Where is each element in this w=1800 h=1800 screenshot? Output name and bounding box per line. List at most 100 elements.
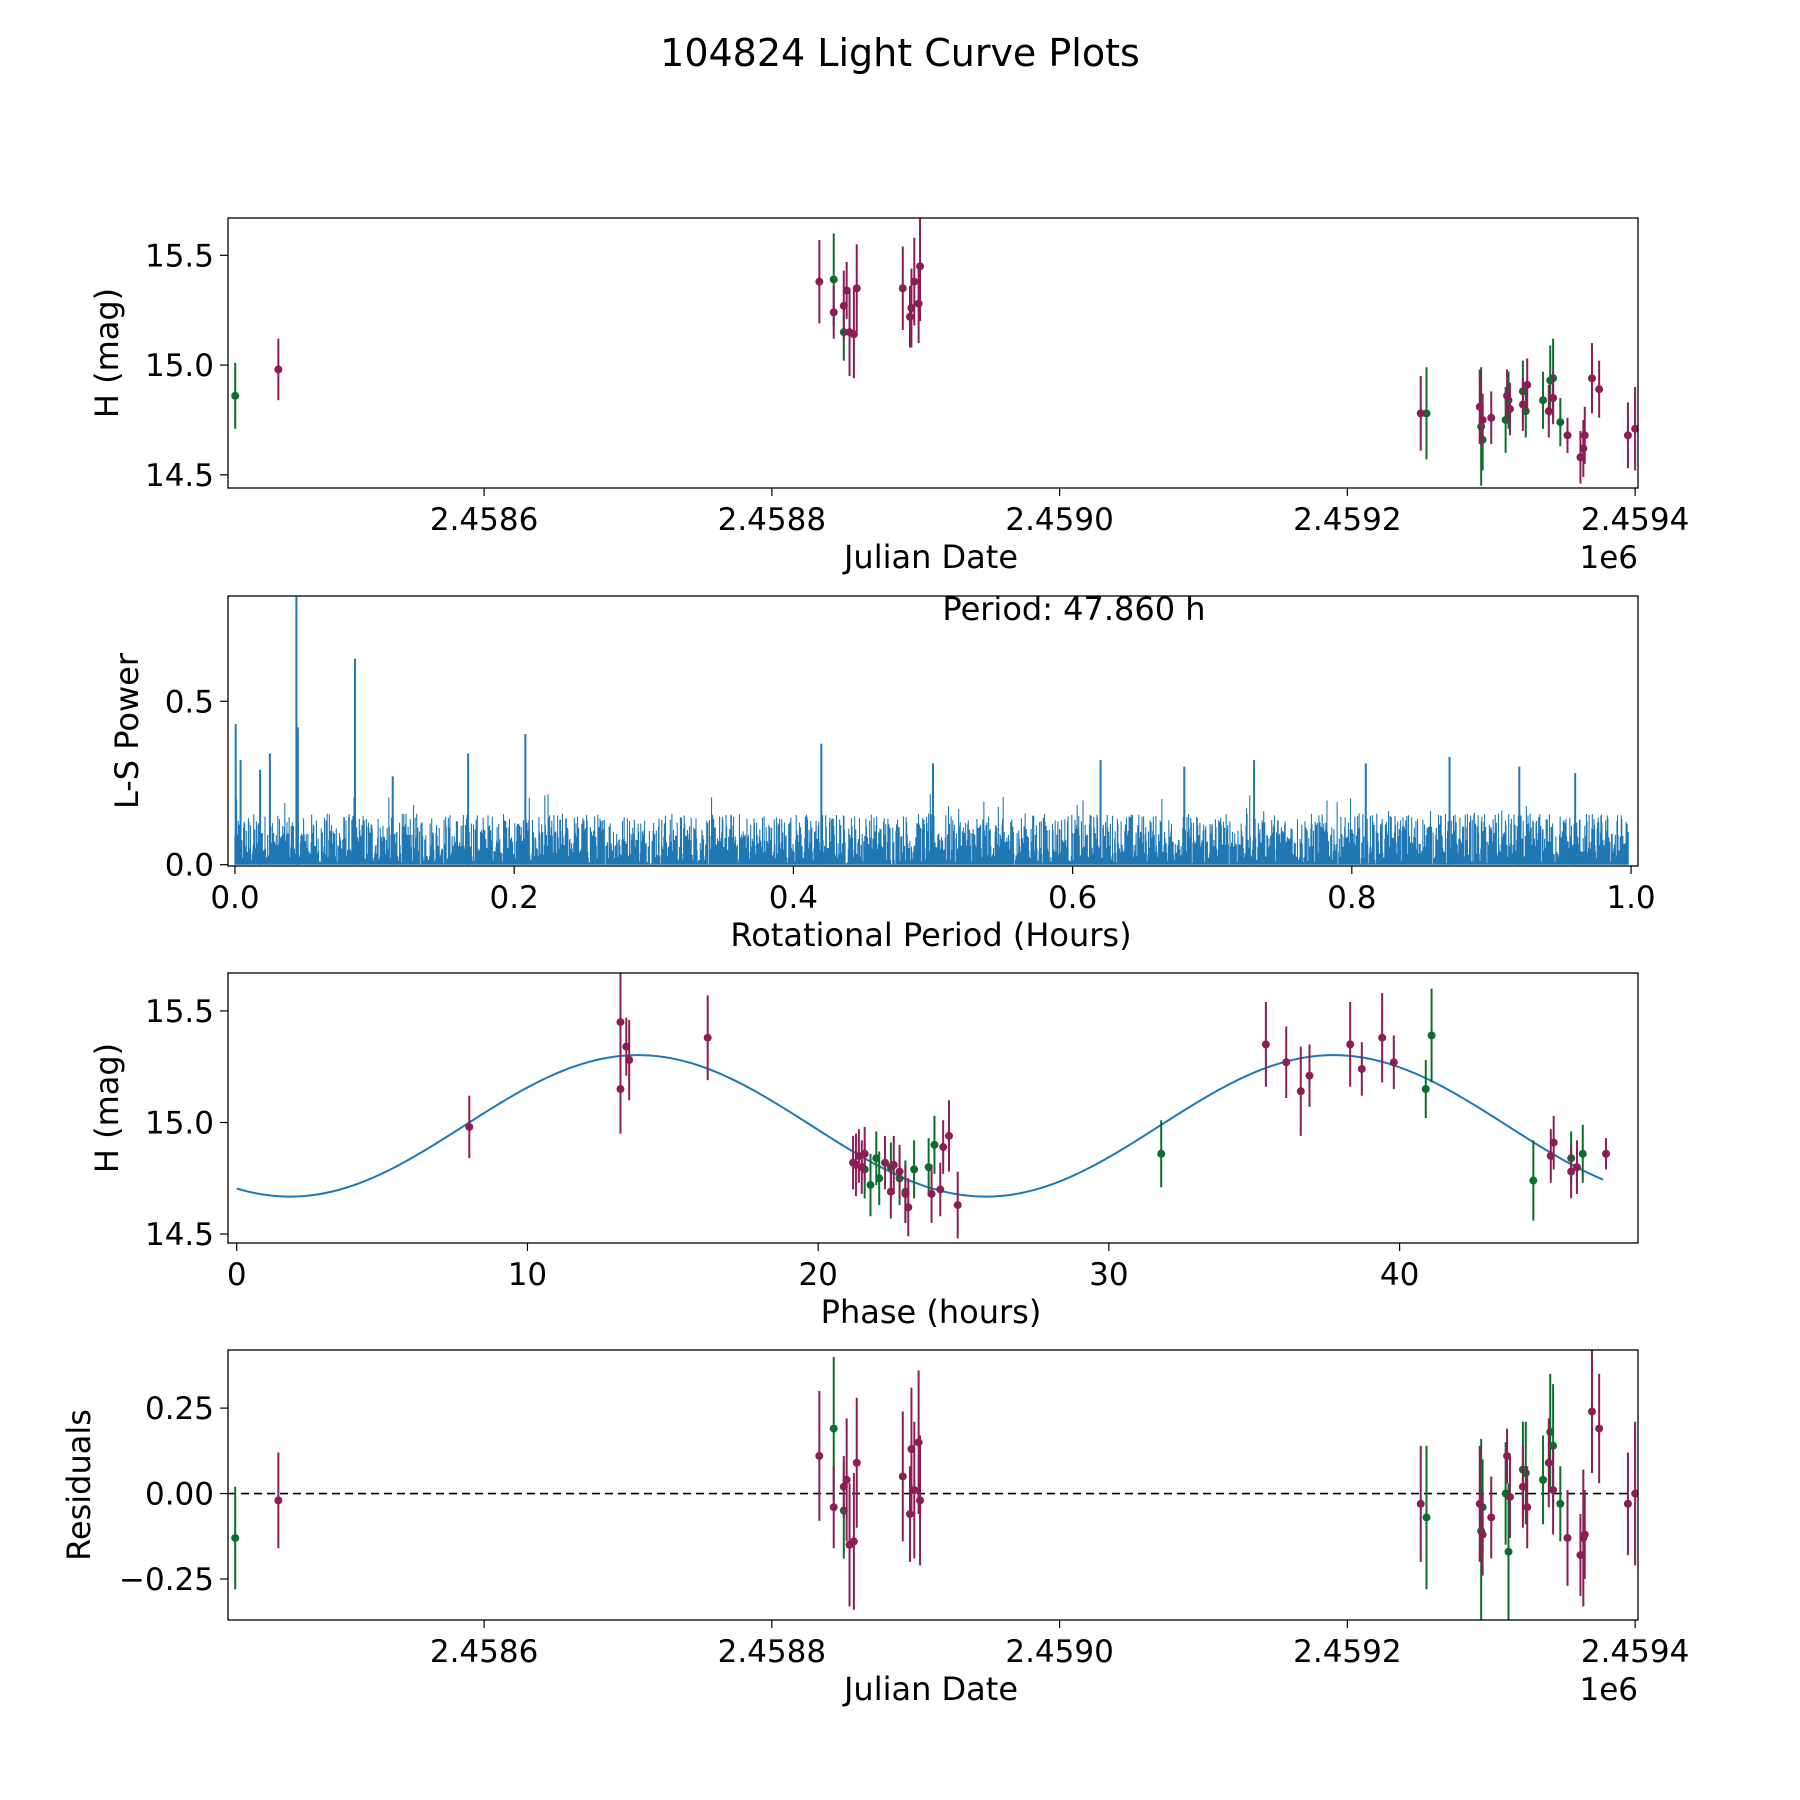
x-axis-label: Phase (hours) xyxy=(821,1293,1042,1331)
panel-observations: 2.4586 2.4588 2.4590 2.4592 2.4594 14.5 15.0 15… xyxy=(88,217,1689,576)
data-point-purple xyxy=(1579,444,1588,453)
data-point-purple xyxy=(916,262,925,271)
data-point-purple xyxy=(1487,1513,1496,1522)
data-point-purple xyxy=(815,277,824,286)
data-point-purple xyxy=(1580,1530,1589,1539)
y-tick-label: 14.5 xyxy=(145,1217,214,1253)
data-point-purple xyxy=(1563,431,1572,440)
data-point-purple xyxy=(849,1537,858,1546)
x-tick-label: 2.4586 xyxy=(430,1634,538,1670)
data-point-purple xyxy=(860,1149,869,1158)
data-point-green xyxy=(1421,1085,1430,1094)
data-point-purple xyxy=(1357,1064,1366,1073)
data-point-purple xyxy=(1261,1040,1270,1049)
data-point-purple xyxy=(465,1122,474,1131)
axes-frame xyxy=(227,972,1639,1244)
data-point-purple xyxy=(1505,1492,1514,1501)
y-tick-label: 15.5 xyxy=(145,238,214,274)
data-point-purple xyxy=(914,299,923,308)
data-point-purple xyxy=(274,1496,283,1505)
data-point-purple xyxy=(895,1167,904,1176)
data-point-purple xyxy=(815,1451,824,1460)
data-point-green xyxy=(866,1180,875,1189)
x-tick-label: 2.4590 xyxy=(1005,502,1113,538)
panel-periodogram: 0.0 0.2 0.4 0.6 0.8 1.0 0.0 0.5 Rotational Perio… xyxy=(108,590,1656,954)
x-tick-label: 2.4590 xyxy=(1005,1634,1113,1670)
data-point-purple xyxy=(1631,1489,1638,1498)
data-point-green xyxy=(231,391,240,400)
data-point-purple xyxy=(1505,404,1514,413)
x-tick-label: 0.6 xyxy=(1048,880,1097,916)
data-point-purple xyxy=(898,284,907,293)
data-point-purple xyxy=(852,284,861,293)
data-point-purple xyxy=(1595,1424,1604,1433)
y-tick-label: 0.00 xyxy=(145,1477,214,1513)
data-point-purple xyxy=(1544,407,1553,416)
x-axis-label: Rotational Period (Hours) xyxy=(730,916,1131,954)
x-axis-label: Julian Date xyxy=(842,538,1018,576)
x-tick-label: 0.0 xyxy=(210,880,259,916)
y-tick-label: −0.25 xyxy=(119,1562,214,1598)
x-tick-label: 0 xyxy=(227,1257,247,1293)
data-point-purple xyxy=(1623,431,1632,440)
data-point-purple xyxy=(1378,1033,1387,1042)
data-point-purple xyxy=(1580,431,1589,440)
data-point-purple xyxy=(852,1458,861,1467)
x-tick-label: 2.4588 xyxy=(718,502,826,538)
data-point-purple xyxy=(1346,1040,1355,1049)
y-tick-label: 15.0 xyxy=(145,1106,214,1142)
data-point-purple xyxy=(1587,374,1596,383)
data-point-purple xyxy=(944,1131,953,1140)
data-point-purple xyxy=(1478,1530,1487,1539)
y-tick-label: 0.5 xyxy=(165,684,214,720)
data-point-purple xyxy=(904,1203,913,1212)
data-point-purple xyxy=(1549,394,1558,402)
data-point-purple xyxy=(1567,1167,1576,1176)
y-axis-label: Residuals xyxy=(60,1409,98,1561)
x-axis-label: Julian Date xyxy=(842,1670,1018,1708)
x-tick-label: 0.2 xyxy=(490,880,539,916)
axes-frame xyxy=(227,217,1639,489)
y-tick-label: 0.0 xyxy=(165,848,214,884)
data-point-purple xyxy=(1623,1499,1632,1508)
x-tick-label: 2.4586 xyxy=(430,502,538,538)
data-point-purple xyxy=(905,1510,914,1519)
data-point-purple xyxy=(1595,385,1604,394)
x-tick-label: 0.4 xyxy=(769,880,818,916)
data-point-purple xyxy=(842,1475,851,1484)
data-point-green xyxy=(1427,1031,1436,1040)
y-axis-label: L-S Power xyxy=(108,652,146,809)
x-tick-label: 40 xyxy=(1380,1257,1419,1293)
data-point-purple xyxy=(829,308,838,317)
data-point-purple xyxy=(616,1085,625,1094)
x-tick-label: 2.4592 xyxy=(1293,502,1401,538)
data-point-purple xyxy=(1282,1058,1291,1067)
data-point-green xyxy=(1157,1149,1166,1158)
figure-title: 104824 Light Curve Plots xyxy=(660,31,1140,75)
axes-frame xyxy=(227,1349,1639,1621)
data-point-purple xyxy=(1523,1503,1532,1512)
data-point-purple xyxy=(881,1158,890,1167)
data-point-purple xyxy=(1549,1486,1558,1495)
x-tick-label: 20 xyxy=(798,1257,837,1293)
data-point-purple xyxy=(889,1160,898,1169)
data-point-green xyxy=(1539,1475,1548,1484)
data-point-purple xyxy=(703,1033,712,1042)
x-tick-label: 2.4594 xyxy=(1581,1634,1689,1670)
plot-area xyxy=(234,596,1629,865)
y-axis-label: H (mag) xyxy=(88,288,126,418)
data-point-purple xyxy=(274,365,283,374)
data-point-green xyxy=(930,1140,939,1149)
data-point-green xyxy=(875,1174,884,1183)
plot-area xyxy=(228,1350,1638,1620)
y-tick-label: 14.5 xyxy=(145,458,214,494)
data-point-purple xyxy=(936,1185,945,1194)
y-tick-label: 15.5 xyxy=(145,994,214,1030)
data-point-green xyxy=(1477,422,1486,431)
data-point-green xyxy=(1422,409,1431,418)
data-point-purple xyxy=(1416,1499,1425,1508)
x-tick-label: 2.4588 xyxy=(718,1634,826,1670)
data-point-purple xyxy=(1416,409,1425,418)
